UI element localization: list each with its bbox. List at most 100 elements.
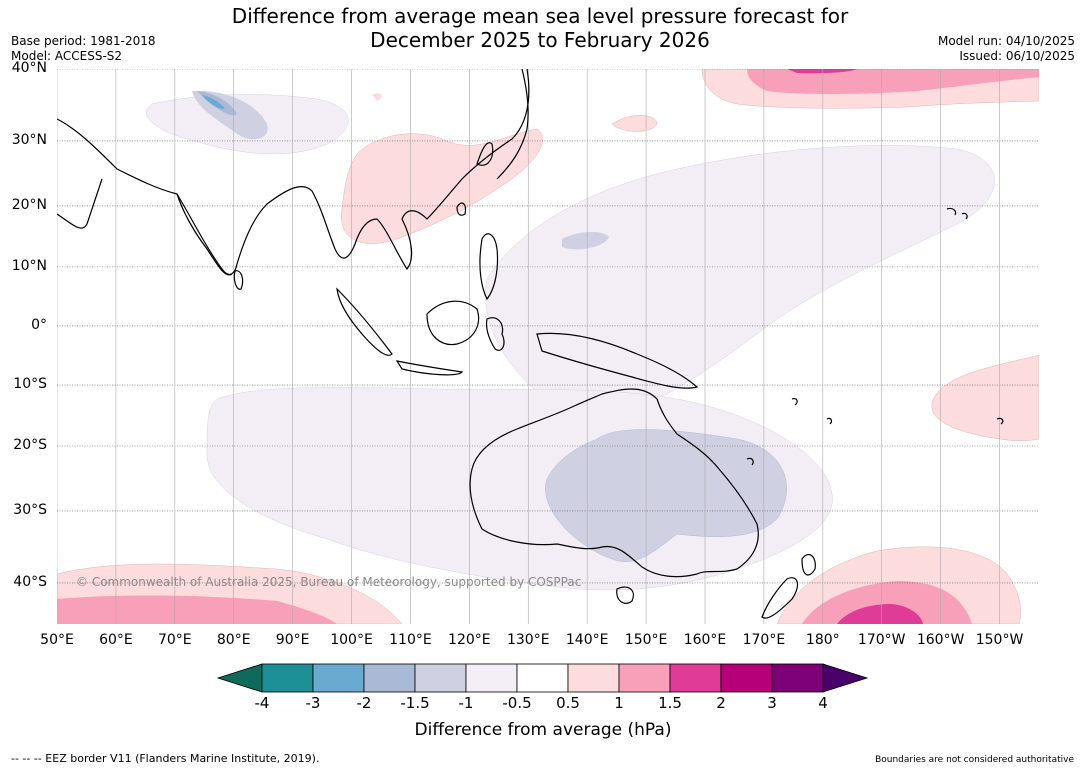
boundaries-disclaimer: Boundaries are not considered authoritat…: [875, 755, 1074, 765]
model-name: Model: ACCESS-S2: [11, 49, 123, 63]
field-negative-pacific-core: [562, 231, 609, 250]
coast-sumatra: [336, 287, 393, 356]
coast-india-peninsula: [176, 193, 233, 276]
colorbar-segment: [363, 663, 416, 693]
anomaly-fields: [57, 69, 1039, 624]
eez-legend: -- -- -- EEZ border V11 (Flanders Marine…: [11, 752, 320, 765]
colorbar-tick-label: -2: [356, 694, 372, 712]
latitude-label: 10°N: [11, 257, 47, 274]
latitude-label: 10°S: [13, 376, 47, 393]
field-positive-southeast-pacific: [931, 354, 1039, 441]
colorbar-tick-label: -4: [254, 694, 270, 712]
coast-new-zealand-north: [801, 554, 816, 576]
colorbar-segment: [465, 663, 518, 693]
coast-java: [395, 360, 464, 376]
field-positive-tasman-core: [837, 604, 923, 624]
colorbar-tick-label: -1: [458, 694, 474, 712]
colorbar-tick-label: -0.5: [502, 694, 532, 712]
coast-philippines: [479, 233, 499, 301]
colorbar-tick-label: 3: [767, 694, 777, 712]
field-positive-southern-indian-mid: [57, 595, 337, 624]
latitude-label: 30°S: [13, 501, 47, 518]
longitude-label: 150°W: [975, 632, 1024, 648]
coast-arabia: [57, 178, 103, 229]
colorbar-tick-label: -3: [305, 694, 321, 712]
colorbar-segment: [261, 663, 314, 693]
colorbar-segment: [567, 663, 620, 693]
longitude-label: 100°E: [330, 632, 373, 648]
map: [57, 69, 1039, 624]
base-period: Base period: 1981-2018: [11, 34, 156, 48]
latitude-label: 20°N: [11, 196, 47, 213]
colorbar-segment: [312, 663, 365, 693]
issued-date: Issued: 06/10/2025: [959, 49, 1075, 63]
field-positive-east-asia: [341, 128, 543, 244]
copyright-notice: © Commonwealth of Australia 2025, Bureau…: [76, 575, 582, 589]
coast-taiwan: [456, 202, 467, 216]
coast-hawaii: [946, 207, 968, 220]
colorbar-tick-label: 4: [818, 694, 828, 712]
longitude-label: 130°E: [506, 632, 550, 648]
longitude-label: 160°E: [683, 632, 727, 648]
colorbar-tick-label: 0.5: [556, 694, 580, 712]
longitude-label: 110°E: [389, 632, 432, 648]
latitude-label: 30°N: [11, 131, 47, 148]
field-negative-australia-inner: [545, 429, 787, 562]
latitude-label: 40°S: [13, 573, 47, 590]
colorbar-segment: [516, 663, 569, 693]
graticule: [57, 69, 1039, 624]
latitude-label: 40°N: [11, 60, 47, 76]
coast-sulawesi: [485, 317, 505, 351]
longitude-label: 60°E: [99, 632, 133, 648]
coast-asia-india: [57, 69, 530, 276]
longitude-label: 70°E: [157, 632, 192, 648]
longitude-label: 170°W: [857, 632, 906, 648]
colorbar-tick-label: -1.5: [400, 694, 430, 712]
colorbar-segment: [720, 663, 773, 693]
model-run: Model run: 04/10/2025: [937, 34, 1075, 48]
field-positive-north-pacific-core: [787, 69, 857, 74]
field-positive-small-nw: [372, 93, 382, 101]
latitude-label: 20°S: [13, 437, 47, 453]
colorbar: [216, 663, 869, 693]
longitude-label: 180°: [805, 632, 840, 648]
field-positive-north-pacific-mid: [747, 69, 1039, 94]
colorbar-segment: [771, 663, 824, 693]
coast-sri-lanka: [233, 270, 244, 290]
latitude-label: 0°: [31, 316, 47, 333]
coast-new-guinea: [536, 332, 699, 389]
field-positive-tasman-mid: [802, 581, 972, 624]
coast-tasmania: [616, 586, 634, 604]
chart-title: Difference from average mean sea level p…: [170, 4, 910, 52]
title-line-1: Difference from average mean sea level p…: [231, 4, 849, 28]
coast-pacific-islands: [746, 397, 1004, 466]
colorbar-extend-high: [822, 663, 869, 693]
coast-borneo: [426, 300, 480, 346]
colorbar-tick-label: 1: [614, 694, 624, 712]
longitude-label: 90°E: [275, 632, 310, 648]
longitude-label: 80°E: [216, 632, 251, 648]
field-positive-small-pacific: [611, 115, 658, 132]
colorbar-segment: [414, 663, 467, 693]
colorbar-tick-label: 2: [716, 694, 726, 712]
colorbar-tick-label: 1.5: [658, 694, 682, 712]
longitude-label: 120°E: [448, 632, 491, 648]
field-negative-pacific: [485, 145, 995, 413]
field-negative-himalaya-peak: [202, 95, 225, 109]
title-line-2: December 2025 to February 2026: [370, 28, 710, 52]
colorbar-title: Difference from average (hPa): [414, 720, 672, 740]
coast-japan: [496, 69, 529, 180]
longitude-label: 50°E: [40, 632, 74, 648]
coast-new-zealand-south: [761, 577, 799, 619]
coast-korea: [476, 142, 494, 166]
coastlines: [57, 69, 1004, 619]
longitude-label: 140°E: [565, 632, 609, 648]
longitude-label: 150°E: [624, 632, 668, 648]
colorbar-segment: [669, 663, 722, 693]
longitude-label: 160°W: [916, 632, 965, 648]
colorbar-segment: [618, 663, 671, 693]
colorbar-extend-low: [216, 663, 263, 693]
map-canvas: [57, 69, 1039, 624]
longitude-label: 170°E: [742, 632, 786, 648]
coast-australia: [469, 388, 759, 578]
